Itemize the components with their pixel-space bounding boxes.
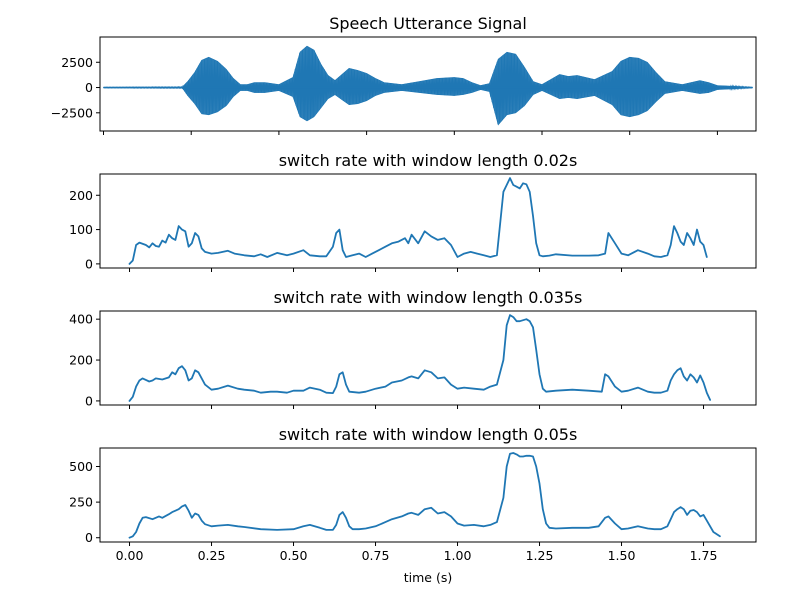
x-tick-label: 0.50 <box>280 548 308 563</box>
series-line-1 <box>128 177 708 265</box>
x-tick-label: 0.25 <box>198 548 226 563</box>
axes-frame <box>99 310 757 406</box>
x-tick-label: 1.25 <box>526 548 554 563</box>
x-axis-label: time (s) <box>404 570 452 585</box>
y-tick-label: 200 <box>69 353 93 368</box>
y-tick-label: 0 <box>85 80 93 95</box>
panel-title: switch rate with window length 0.02s <box>279 151 578 170</box>
axes-frame <box>99 173 757 269</box>
chart-panel-3: switch rate with window length 0.035s 0 20… <box>69 288 757 409</box>
y-tick-label: 500 <box>69 459 93 474</box>
chart-panel-1: Speech Utterance Signal 2500 0 −2500 <box>51 14 757 135</box>
y-tick-label: 0 <box>85 530 93 545</box>
panel-title: Speech Utterance Signal <box>329 14 527 33</box>
y-tick-label: 250 <box>69 495 93 510</box>
chart-panel-2: switch rate with window length 0.02s 0 100… <box>69 151 757 272</box>
y-tick-label: 0 <box>85 393 93 408</box>
chart-panel-4: switch rate with window length 0.05s 0.00… <box>69 425 757 585</box>
x-tick-label: 0.00 <box>116 548 144 563</box>
y-tick-label: 2500 <box>61 55 93 70</box>
signal-waveform <box>103 46 753 125</box>
y-tick-label: −2500 <box>51 105 93 120</box>
panel-title: switch rate with window length 0.035s <box>274 288 583 307</box>
panel-title: switch rate with window length 0.05s <box>279 425 578 444</box>
y-tick-label: 100 <box>69 222 93 237</box>
series-line-1 <box>128 452 721 539</box>
x-tick-label: 0.75 <box>362 548 390 563</box>
y-tick-label: 200 <box>69 188 93 203</box>
series-line-1 <box>128 314 711 402</box>
x-tick-label: 1.00 <box>444 548 472 563</box>
y-tick-label: 400 <box>69 312 93 327</box>
x-tick-label: 1.50 <box>608 548 636 563</box>
y-tick-label: 0 <box>85 256 93 271</box>
axes-frame <box>99 36 757 132</box>
x-tick-label: 1.75 <box>690 548 718 563</box>
axes-frame <box>99 447 757 543</box>
